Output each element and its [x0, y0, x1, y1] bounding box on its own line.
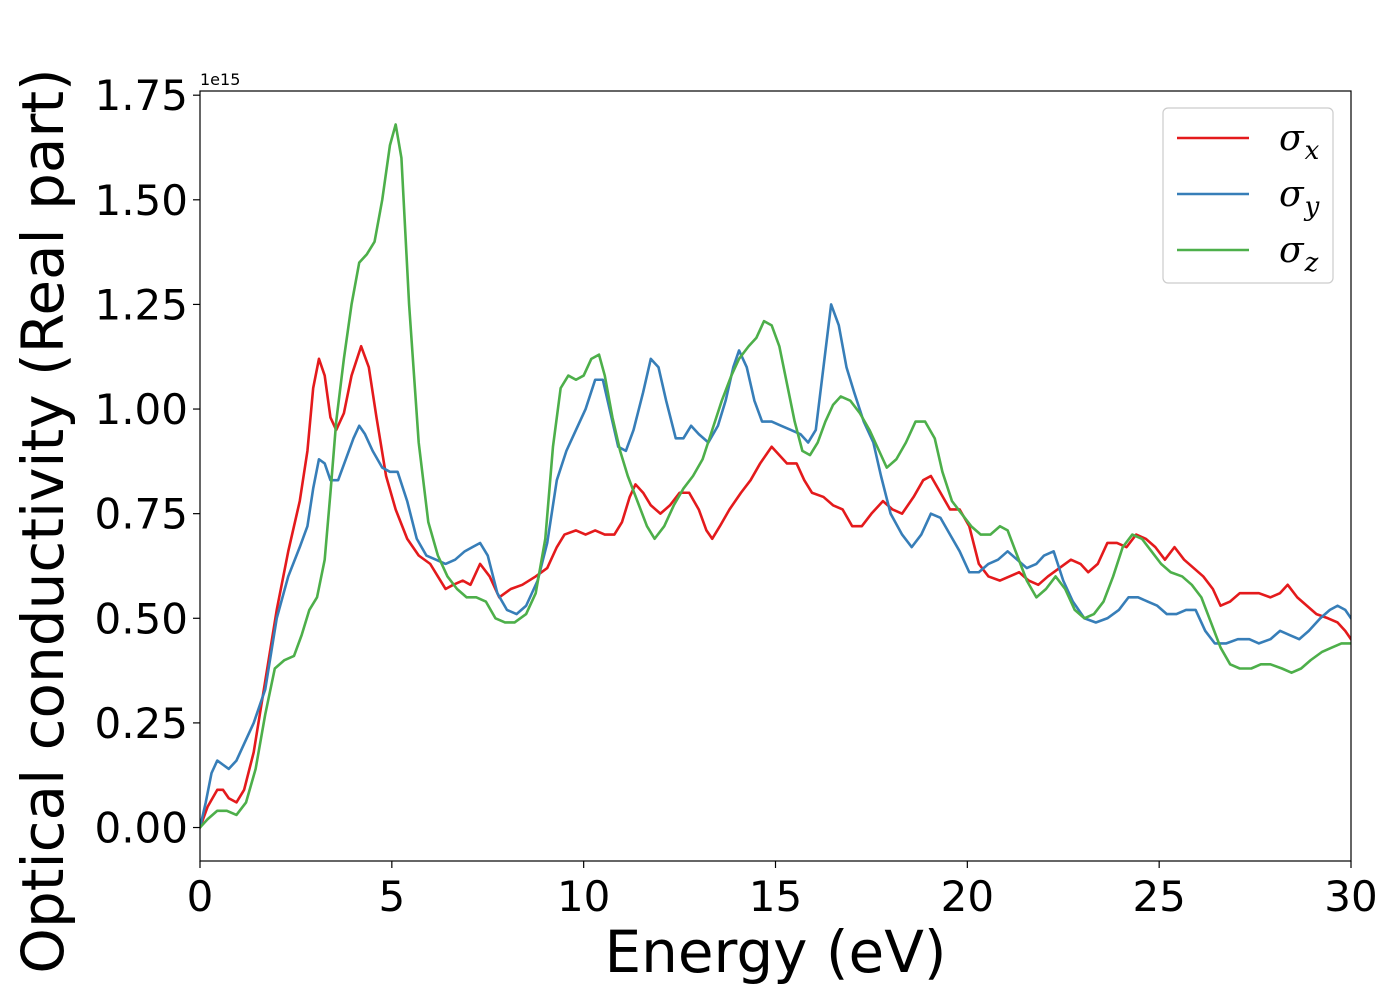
x-tick-label: 0 — [187, 872, 214, 921]
legend-label-y: σy — [1279, 174, 1320, 222]
x-tick-label: 10 — [557, 872, 610, 921]
x-tick-label: 5 — [378, 872, 405, 921]
legend-label-x: σx — [1279, 118, 1320, 166]
y-tick-label: 0.00 — [94, 804, 188, 853]
y-tick-label: 0.75 — [94, 490, 188, 539]
series-layer — [200, 123, 1351, 829]
y-tick-label: 1.75 — [94, 71, 188, 120]
y-tick-label: 1.25 — [94, 280, 188, 329]
x-tick-label: 15 — [749, 872, 802, 921]
y-tick-label: 1.50 — [94, 176, 188, 225]
y-offset-label: 1e15 — [200, 70, 240, 89]
x-axis-title: Energy (eV) — [604, 918, 946, 986]
y-tick-label: 0.25 — [94, 699, 188, 748]
y-tick-label: 0.50 — [94, 594, 188, 643]
legend: σx σy σz — [1162, 107, 1334, 284]
x-tick-label: 30 — [1324, 872, 1377, 921]
legend-label-z: σz — [1279, 230, 1319, 278]
series-line-z — [200, 123, 1351, 829]
y-tick-label: 1.00 — [94, 385, 188, 434]
x-tick-label: 20 — [941, 872, 994, 921]
legend-box — [1162, 107, 1334, 284]
ticks-layer: 0 5 10 15 20 25 30 0.00 0.25 0.50 0.75 1.00 1.25 1.50… — [94, 71, 1377, 921]
series-line-x — [200, 344, 1351, 829]
series-line-y — [200, 303, 1351, 829]
y-axis-title: Optical conductivity (Real part) — [9, 68, 77, 973]
x-tick-label: 25 — [1132, 872, 1185, 921]
